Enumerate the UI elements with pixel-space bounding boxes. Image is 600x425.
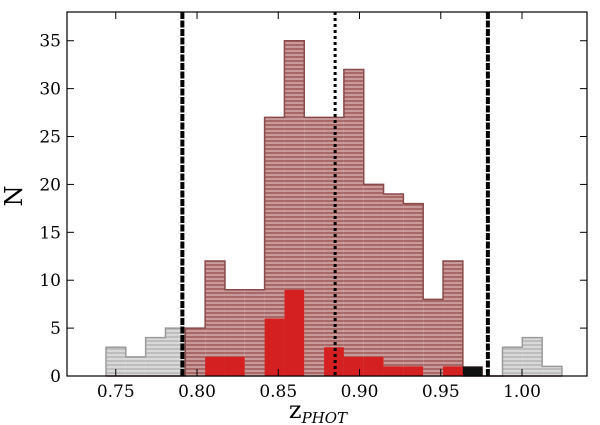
histogram-bar xyxy=(145,337,166,376)
x-tick-label: 0.95 xyxy=(422,382,460,402)
histogram-series-hatched-gray xyxy=(105,327,563,377)
histogram-bar xyxy=(165,328,186,376)
histogram-bar xyxy=(363,356,384,376)
plot-frame xyxy=(66,11,588,377)
y-axis-label: N xyxy=(0,186,28,207)
histogram-bar xyxy=(343,356,364,376)
histogram-series-solid-black xyxy=(462,366,483,376)
histogram-bar xyxy=(224,356,245,376)
histogram-bar xyxy=(264,318,285,376)
y-tick-label: 10 xyxy=(39,271,61,291)
histogram-bar xyxy=(502,347,523,376)
histogram-bar xyxy=(363,184,384,376)
y-tick-label: 35 xyxy=(39,32,61,52)
histogram-bar xyxy=(403,366,424,376)
histogram-bar xyxy=(343,69,364,376)
histogram-bar xyxy=(522,337,543,376)
histogram-bar xyxy=(125,356,146,376)
x-axis-label-subscript: PHOT xyxy=(301,409,348,425)
plot-area xyxy=(105,12,563,377)
histogram-bar xyxy=(403,203,424,376)
x-tick-label: 0.85 xyxy=(259,382,297,402)
histogram-outline xyxy=(106,39,562,377)
y-tick-label: 5 xyxy=(50,319,61,339)
histogram-bar xyxy=(542,366,562,376)
histogram-series-solid-red xyxy=(205,289,483,376)
histogram-bar xyxy=(304,117,325,377)
x-axis-label-main: z xyxy=(289,396,302,424)
histogram-bar xyxy=(423,299,444,376)
histogram-bar xyxy=(443,366,463,376)
y-tick-label: 30 xyxy=(39,80,61,100)
histogram-bar xyxy=(462,366,483,376)
histogram-bar xyxy=(284,289,305,376)
histogram-bar xyxy=(443,261,463,376)
y-tick-label: 15 xyxy=(39,223,61,243)
x-tick-label: 0.90 xyxy=(341,382,379,402)
histogram-bar xyxy=(205,356,225,376)
histogram-bar xyxy=(106,347,126,376)
x-tick-label: 0.75 xyxy=(97,382,135,402)
histogram-bar xyxy=(224,289,245,376)
histogram-bar xyxy=(185,328,206,376)
y-tick-label: 25 xyxy=(39,128,61,148)
histogram-bar xyxy=(264,117,285,377)
histogram-bar xyxy=(205,261,225,376)
x-tick-label: 0.80 xyxy=(178,382,216,402)
histogram-bar xyxy=(244,289,265,376)
histogram-series-hatched-brown xyxy=(106,39,562,377)
y-tick-label: 0 xyxy=(50,367,61,387)
histogram-bar xyxy=(383,194,404,376)
x-axis-label: zPHOT xyxy=(289,396,348,425)
histogram-bar xyxy=(383,366,404,376)
y-tick-label: 20 xyxy=(39,175,61,195)
axes: 0.75 0.80 0.85 0.90 0.95 1.00 0 5 10 15 20 25 30 35 xyxy=(39,11,588,402)
x-tick-label: 1.00 xyxy=(503,382,541,402)
